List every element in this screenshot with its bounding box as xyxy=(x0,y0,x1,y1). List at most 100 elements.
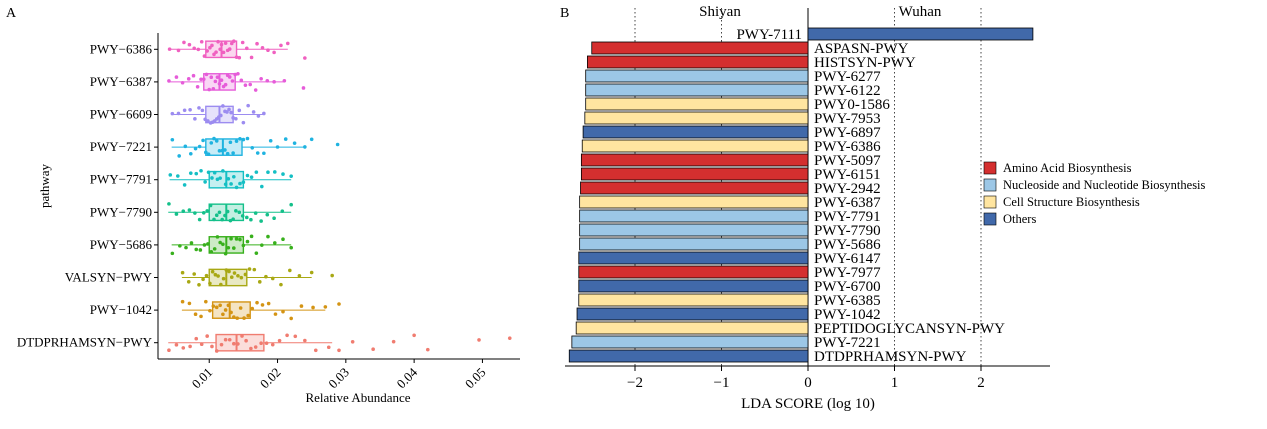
data-point xyxy=(206,242,210,246)
data-point xyxy=(187,208,192,212)
bar-label: PWY-7111 xyxy=(736,27,802,43)
box xyxy=(215,333,265,352)
data-point xyxy=(238,181,242,186)
data-point xyxy=(199,39,204,44)
data-point xyxy=(249,175,254,179)
data-point xyxy=(239,78,244,83)
data-point xyxy=(350,340,355,344)
legend-label: Amino Acid Biosynthesis xyxy=(1003,161,1132,175)
pathway-group xyxy=(170,136,340,158)
bar-label: PWY-6277 xyxy=(814,69,881,85)
data-point xyxy=(188,171,193,175)
data-point xyxy=(281,172,285,176)
group-right-label: Wuhan xyxy=(899,4,942,20)
data-point xyxy=(212,136,216,141)
data-point xyxy=(252,267,257,272)
bar-label: PWY-6151 xyxy=(814,167,881,183)
data-point xyxy=(280,209,285,214)
data-point xyxy=(303,145,307,149)
data-point xyxy=(238,306,243,310)
lda-bar xyxy=(585,83,809,97)
data-point xyxy=(227,337,232,342)
y-tick-label: VALSYN−PWY xyxy=(65,270,153,285)
bar-label: PWY0-1586 xyxy=(814,97,890,113)
data-point xyxy=(216,39,220,44)
data-point xyxy=(259,76,263,81)
data-point xyxy=(229,110,233,115)
data-point xyxy=(212,217,216,222)
data-point xyxy=(215,75,220,79)
data-point xyxy=(168,173,173,177)
data-point xyxy=(214,349,219,353)
data-point xyxy=(216,274,220,278)
box xyxy=(205,138,243,156)
bar-label: PWY-7221 xyxy=(814,335,881,351)
data-point xyxy=(266,234,270,239)
data-point xyxy=(270,276,275,281)
box xyxy=(208,268,248,287)
lda-bar xyxy=(580,181,809,195)
data-point xyxy=(293,334,298,339)
panel-b-lda-bar-chart: B Shiyan Wuhan PWY-7111 ASPASN-PWYHISTSYN… xyxy=(560,4,1206,412)
data-point xyxy=(391,339,396,344)
lda-bar xyxy=(585,69,809,83)
data-point xyxy=(260,303,265,307)
data-point xyxy=(262,111,266,116)
data-point xyxy=(227,47,232,51)
data-point xyxy=(239,275,244,280)
group-left-label: Shiyan xyxy=(699,4,741,20)
x-tick-label: 0.05 xyxy=(462,365,489,392)
data-point xyxy=(335,142,340,147)
data-point xyxy=(204,72,209,77)
data-point xyxy=(289,245,293,250)
data-point xyxy=(211,86,216,91)
data-point xyxy=(507,336,512,340)
lda-bar xyxy=(575,321,809,335)
pathway-group xyxy=(168,168,293,190)
data-point xyxy=(223,337,228,342)
data-point xyxy=(242,316,246,320)
data-point xyxy=(210,43,214,48)
data-point xyxy=(225,209,230,214)
data-point xyxy=(255,300,259,305)
data-point xyxy=(193,117,197,121)
data-point xyxy=(254,170,259,174)
data-point xyxy=(231,151,235,155)
data-point xyxy=(199,342,204,347)
data-point xyxy=(232,271,237,275)
lda-bar xyxy=(571,335,809,349)
data-point xyxy=(188,151,193,156)
data-point xyxy=(193,211,197,215)
data-point xyxy=(292,141,297,145)
lda-bar xyxy=(576,307,809,321)
data-point xyxy=(337,302,341,306)
data-point xyxy=(285,41,290,46)
data-point xyxy=(224,268,229,272)
data-point xyxy=(201,277,205,282)
y-tick-label: DTDPRHAMSYN−PWY xyxy=(17,335,153,350)
data-point xyxy=(229,275,234,280)
data-point xyxy=(236,273,240,278)
panel-b-x-axis-title: LDA SCORE (log 10) xyxy=(741,396,875,412)
data-point xyxy=(234,185,239,190)
panel-a-x-axis-title: Relative Abundance xyxy=(305,390,410,405)
data-point xyxy=(181,209,186,214)
bar-label: PWY-1042 xyxy=(814,307,881,323)
data-point xyxy=(226,177,231,181)
data-point xyxy=(248,82,253,87)
legend-label: Cell Structure Biosynthesis xyxy=(1003,195,1140,209)
data-point xyxy=(201,211,206,215)
legend-label: Others xyxy=(1003,212,1036,226)
data-point xyxy=(243,272,248,277)
y-tick-label: PWY−6387 xyxy=(90,74,153,89)
data-point xyxy=(301,86,306,90)
data-point xyxy=(209,249,214,254)
data-point xyxy=(189,241,194,245)
data-point xyxy=(313,348,318,353)
data-point xyxy=(192,46,196,51)
data-point xyxy=(203,117,207,122)
y-tick-label: PWY−7790 xyxy=(90,204,152,219)
data-point xyxy=(225,151,230,156)
data-point xyxy=(326,345,331,350)
